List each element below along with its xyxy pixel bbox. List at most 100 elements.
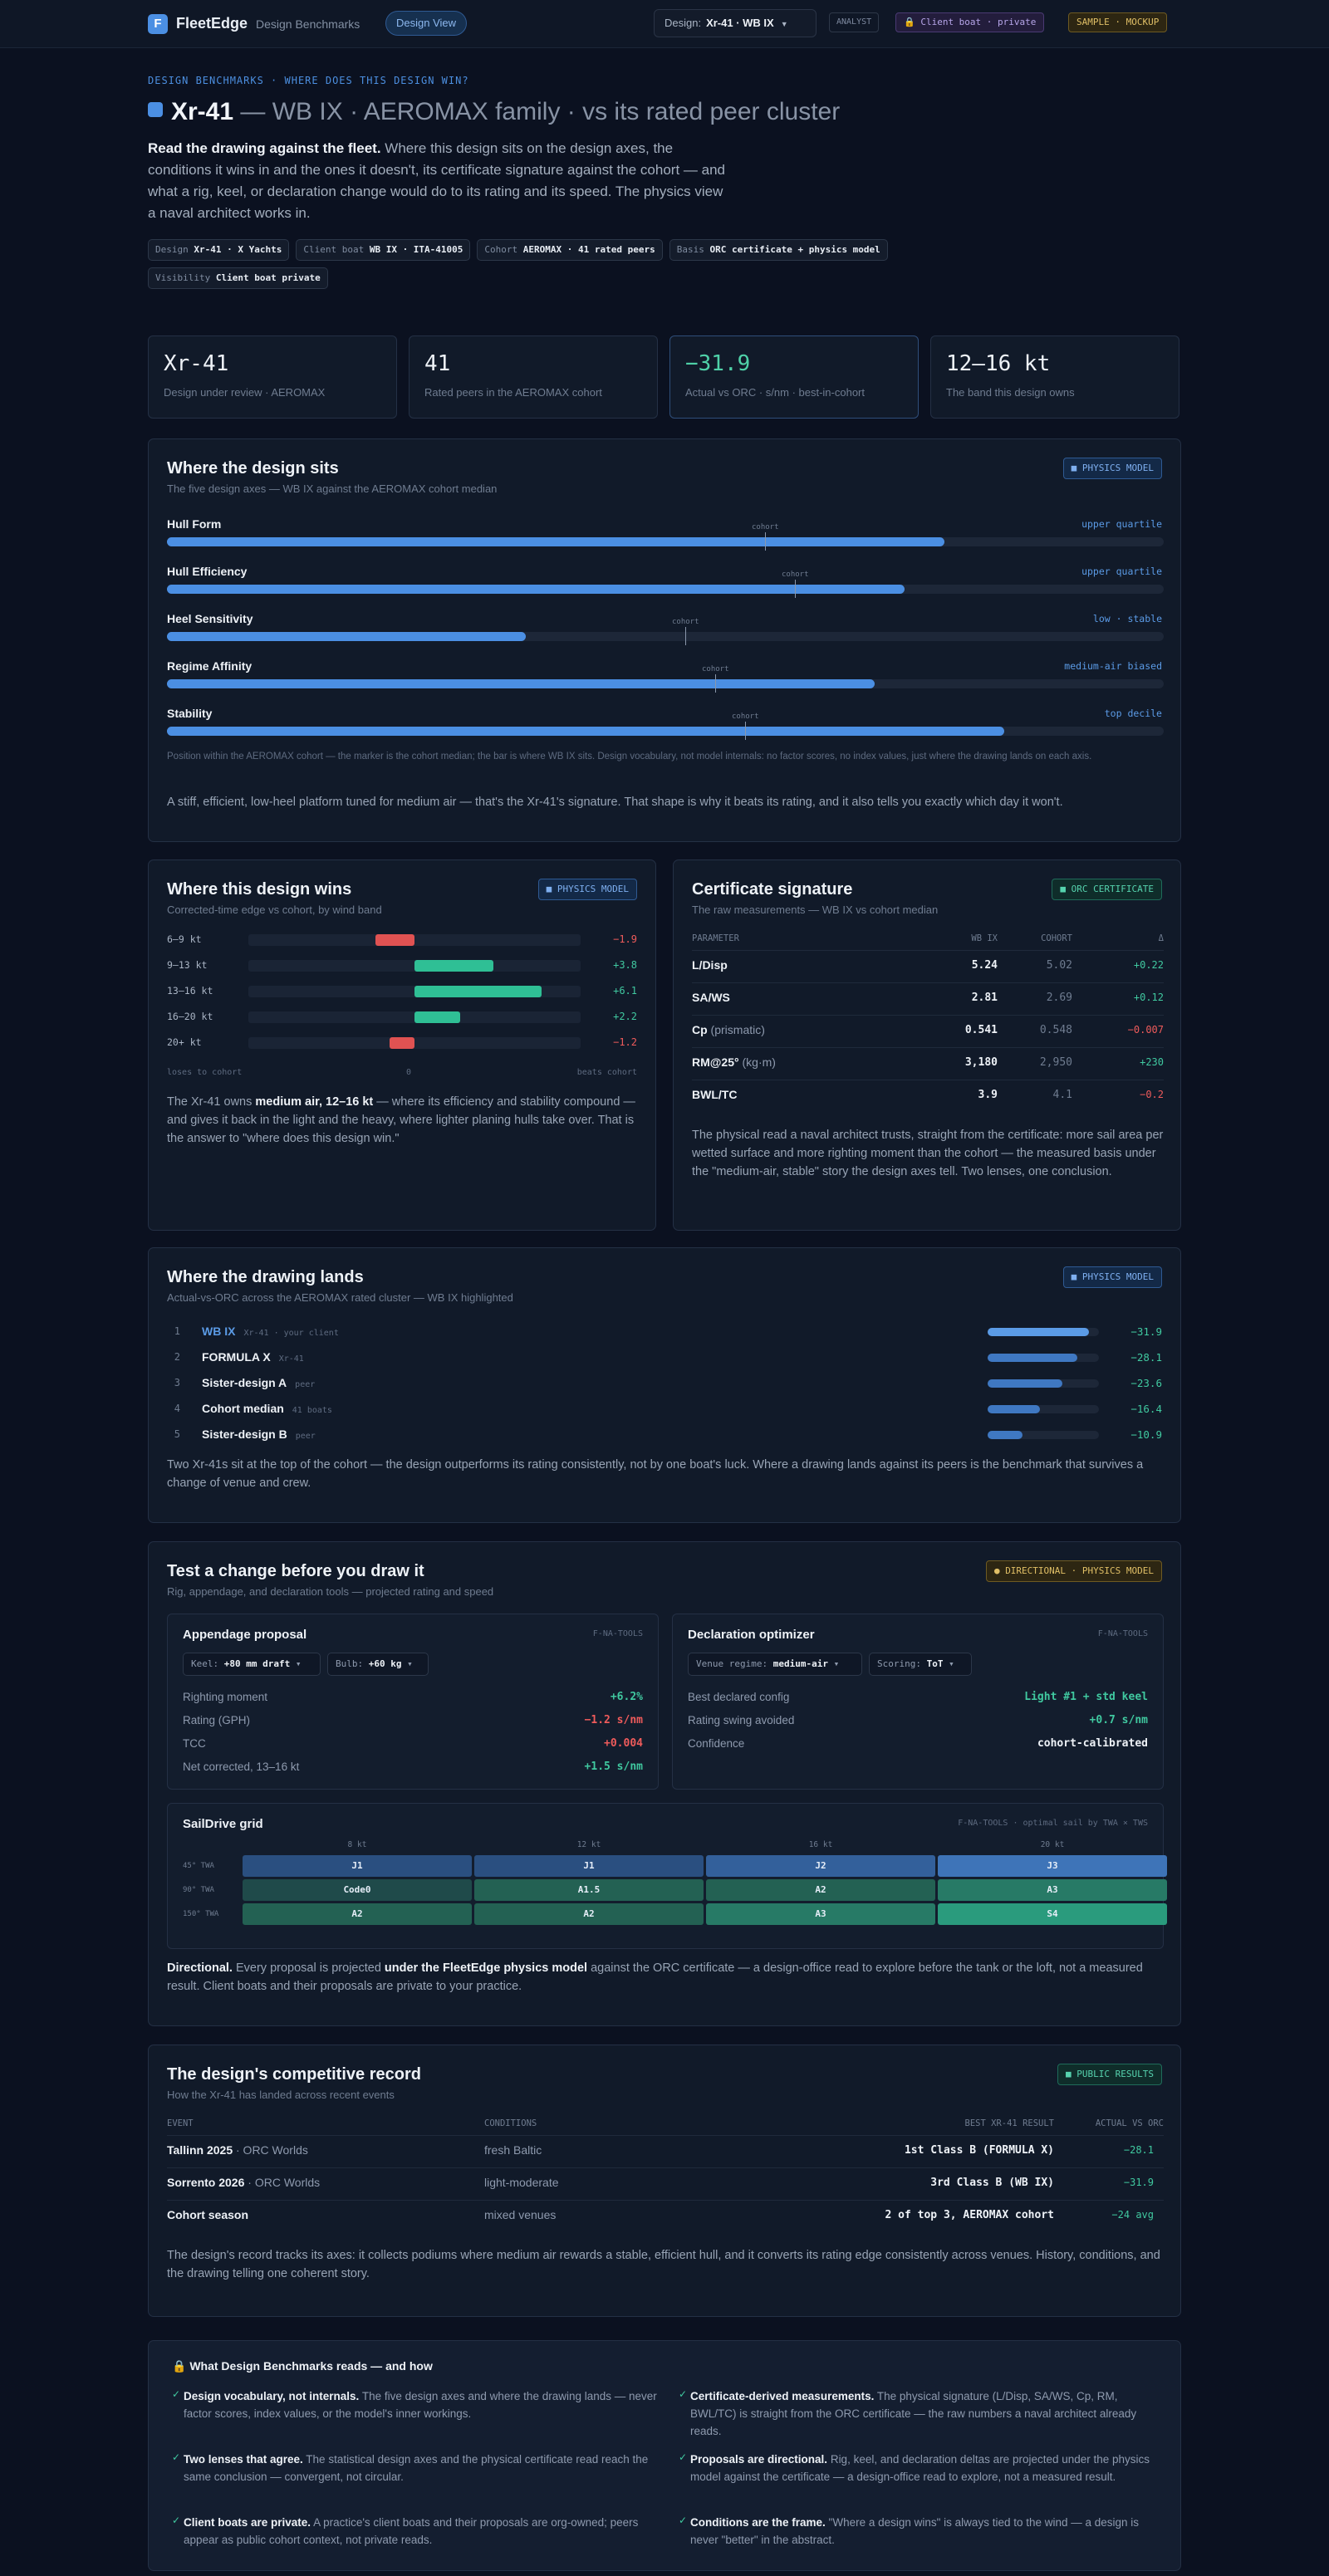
rank-name[interactable]: Cohort median 41 boats (202, 1402, 332, 1415)
rank-name[interactable]: Sister-design B peer (202, 1428, 316, 1441)
row-divider (692, 1015, 1164, 1016)
kpi-row: Xr-41 Design under review · AEROMAX 41 Rat… (148, 335, 1181, 419)
fleetedge-logo-icon[interactable]: F (148, 14, 168, 34)
rank-name[interactable]: Sister-design A peer (202, 1376, 315, 1389)
directional-tag: ● DIRECTIONAL · PHYSICS MODEL (985, 1560, 1162, 1582)
chip-value: WB IX · ITA-41005 (369, 244, 463, 255)
cohort-marker-label: cohort (752, 523, 779, 531)
col-header-wb: WB IX (971, 933, 998, 943)
rank-track (988, 1431, 1099, 1439)
design-selector[interactable]: Design: Xr-41 · WB IX ▼ (654, 9, 817, 37)
delta-value: +0.22 (1133, 959, 1164, 971)
rank-name[interactable]: FORMULA X Xr-41 (202, 1350, 304, 1364)
band-bar (375, 934, 414, 946)
cohort-marker-label: cohort (782, 571, 809, 579)
brand-name[interactable]: FleetEdge (176, 15, 248, 32)
chip-key: Basis (676, 244, 704, 255)
page-title-main: Xr-41 (171, 98, 234, 125)
card-title: Where the drawing lands (167, 1268, 364, 1286)
boat-meta: 41 boats (292, 1406, 332, 1415)
rank-value: −10.9 (1130, 1428, 1162, 1441)
chip-visibility[interactable]: Visibility Client boat private (148, 267, 328, 289)
chevron-down-icon: ▾ (407, 1658, 413, 1669)
event-series: · ORC Worlds (244, 2176, 321, 2189)
select-value: +80 mm draft (223, 1658, 291, 1669)
select-value: medium-air (772, 1658, 828, 1669)
sail-cell[interactable]: J1 (474, 1855, 704, 1877)
chip-design[interactable]: Design Xr-41 · X Yachts (148, 239, 290, 261)
certificate-card: Certificate signature The raw measuremen… (673, 859, 1181, 1231)
lede: Read the drawing against the fleet. Wher… (148, 138, 729, 224)
physics-model-tag: ■ PHYSICS MODEL (1062, 458, 1162, 479)
physics-model-tag: ■ PHYSICS MODEL (1062, 1266, 1162, 1288)
axis-right-label: beats cohort (576, 1068, 637, 1077)
rank-bar (988, 1431, 1022, 1439)
event-title: Tallinn 2025 (167, 2143, 233, 2157)
venue-regime-select[interactable]: Venue regime: medium-air ▾ (688, 1653, 862, 1676)
event-result: 2 of top 3, AEROMAX cohort (885, 2209, 1055, 2221)
rank-number: 4 (174, 1403, 180, 1414)
chip-client-boat[interactable]: Client boat WB IX · ITA-41005 (296, 239, 471, 261)
item-heading: Conditions are the frame. (690, 2516, 826, 2529)
sail-cell[interactable]: J2 (706, 1855, 935, 1877)
param-unit: (kg·m) (738, 1055, 776, 1069)
event-name: Tallinn 2025 · ORC Worlds (167, 2143, 308, 2157)
kpi-value: Xr-41 (164, 351, 229, 376)
row-divider (167, 2200, 1164, 2201)
param-unit: (prismatic) (707, 1023, 765, 1036)
card-subtitle: Rig, appendage, and declaration tools — … (167, 1585, 494, 1598)
axis-track (167, 632, 1164, 641)
scoring-select[interactable]: Scoring: ToT ▾ (869, 1653, 972, 1676)
item-text: The physical signature (L/Disp, SA/WS, C… (690, 2390, 1137, 2437)
col-header-result: BEST XR-41 RESULT (964, 2118, 1054, 2128)
tag-text: PHYSICS MODEL (557, 884, 629, 894)
chip-cohort[interactable]: Cohort AEROMAX · 41 rated peers (477, 239, 663, 261)
design-color-icon (148, 102, 163, 117)
sail-cell[interactable]: A2 (706, 1879, 935, 1901)
axis-bar (167, 632, 526, 641)
sail-cell[interactable]: A3 (706, 1903, 935, 1925)
axis-bar (167, 537, 944, 546)
param-name: Cp (prismatic) (692, 1023, 765, 1036)
design-view-pill[interactable]: Design View (385, 11, 468, 36)
axis-status: medium-air biased (1064, 660, 1162, 672)
delta-value: −0.007 (1127, 1024, 1164, 1036)
eyebrow: DESIGN BENCHMARKS · WHERE DOES THIS DESI… (148, 75, 469, 86)
param-label: SA/WS (692, 991, 730, 1004)
tag-text: DIRECTIONAL · PHYSICS MODEL (1005, 1565, 1154, 1576)
design-axes-card: Where the design sits The five design ax… (148, 438, 1181, 842)
rank-name[interactable]: WB IX Xr-41 · your client (202, 1325, 339, 1338)
cohort-marker (745, 722, 746, 740)
sail-cell[interactable]: A2 (243, 1903, 472, 1925)
card-title: Where this design wins (167, 880, 352, 899)
result-label: Rating swing avoided (688, 1714, 795, 1726)
public-results-tag: ■ PUBLIC RESULTS (1057, 2064, 1162, 2085)
sail-cell[interactable]: Code0 (243, 1879, 472, 1901)
axis-bar (167, 727, 1004, 736)
bulb-select[interactable]: Bulb: +60 kg ▾ (327, 1653, 429, 1676)
wind-band-card: Where this design wins Corrected-time ed… (148, 859, 656, 1231)
band-value: +6.1 (613, 985, 637, 997)
record-summary: The design's record tracks its axes: it … (167, 2249, 1160, 2280)
sail-cell[interactable]: A3 (938, 1879, 1167, 1901)
rank-value: −23.6 (1130, 1377, 1162, 1389)
keel-select[interactable]: Keel: +80 mm draft ▾ (183, 1653, 321, 1676)
sail-cell[interactable]: J3 (938, 1855, 1167, 1877)
sail-cell[interactable]: J1 (243, 1855, 472, 1877)
analyst-badge: ANALYST (829, 12, 880, 32)
lede-bold: Read the drawing against the fleet. (148, 140, 381, 156)
chip-basis[interactable]: Basis ORC certificate + physics model (669, 239, 888, 261)
axis-left-label: loses to cohort (167, 1068, 243, 1077)
chip-key: Cohort (484, 244, 518, 255)
sail-cell[interactable]: A2 (474, 1903, 704, 1925)
sail-cell[interactable]: A1.5 (474, 1879, 704, 1901)
sail-cell[interactable]: S4 (938, 1903, 1167, 1925)
band-track (248, 1037, 581, 1049)
lock-icon: 🔒 (904, 17, 921, 27)
select-key: Keel: (191, 1658, 219, 1669)
axis-name: Hull Efficiency (167, 565, 248, 578)
result-value: +6.2% (610, 1691, 643, 1703)
card-title: Test a change before you draw it (167, 1562, 424, 1580)
wb-value: 3,180 (964, 1056, 998, 1069)
kpi-value: 12–16 kt (946, 351, 1051, 376)
